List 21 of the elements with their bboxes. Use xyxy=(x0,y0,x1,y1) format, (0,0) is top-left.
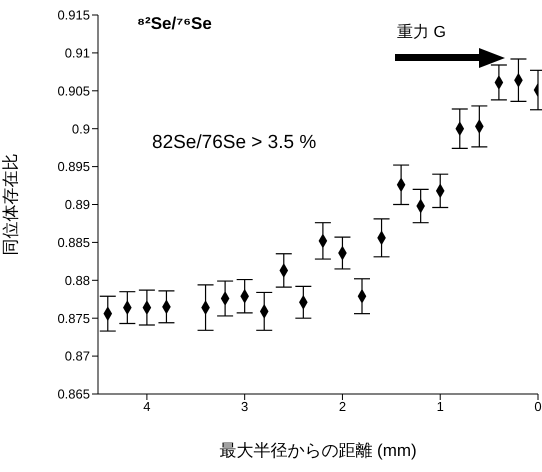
x-tick-label: 4 xyxy=(143,399,151,414)
y-tick-label: 0.88 xyxy=(64,272,90,288)
y-tick-label: 0.91 xyxy=(64,46,90,61)
y-tick-label: 0.915 xyxy=(57,8,90,23)
annotation: 重力 G xyxy=(397,22,446,43)
x-tick-label: 3 xyxy=(241,399,248,414)
y-tick-label: 0.89 xyxy=(64,197,90,212)
x-tick-label: 2 xyxy=(338,399,346,414)
y-tick-label: 0.885 xyxy=(57,235,90,250)
y-tick-label: 0.895 xyxy=(57,159,90,174)
annotation: 82Se/76Se > 3.5 % xyxy=(152,132,316,154)
y-tick-label: 0.905 xyxy=(57,83,90,98)
x-tick-label: 0 xyxy=(534,399,542,414)
y-tick-label: 0.87 xyxy=(64,348,90,364)
y-tick-label: 0.865 xyxy=(57,386,90,402)
y-tick-label: 0.9 xyxy=(72,121,90,136)
y-axis-title: 同位体存在比 xyxy=(1,154,20,256)
x-tick-label: 1 xyxy=(436,399,444,414)
y-tick-label: 0.875 xyxy=(57,310,90,326)
annotation: ⁸²Se/⁷⁶Se xyxy=(137,14,212,34)
x-axis-title: 最大半径からの距離 (mm) xyxy=(219,441,417,460)
